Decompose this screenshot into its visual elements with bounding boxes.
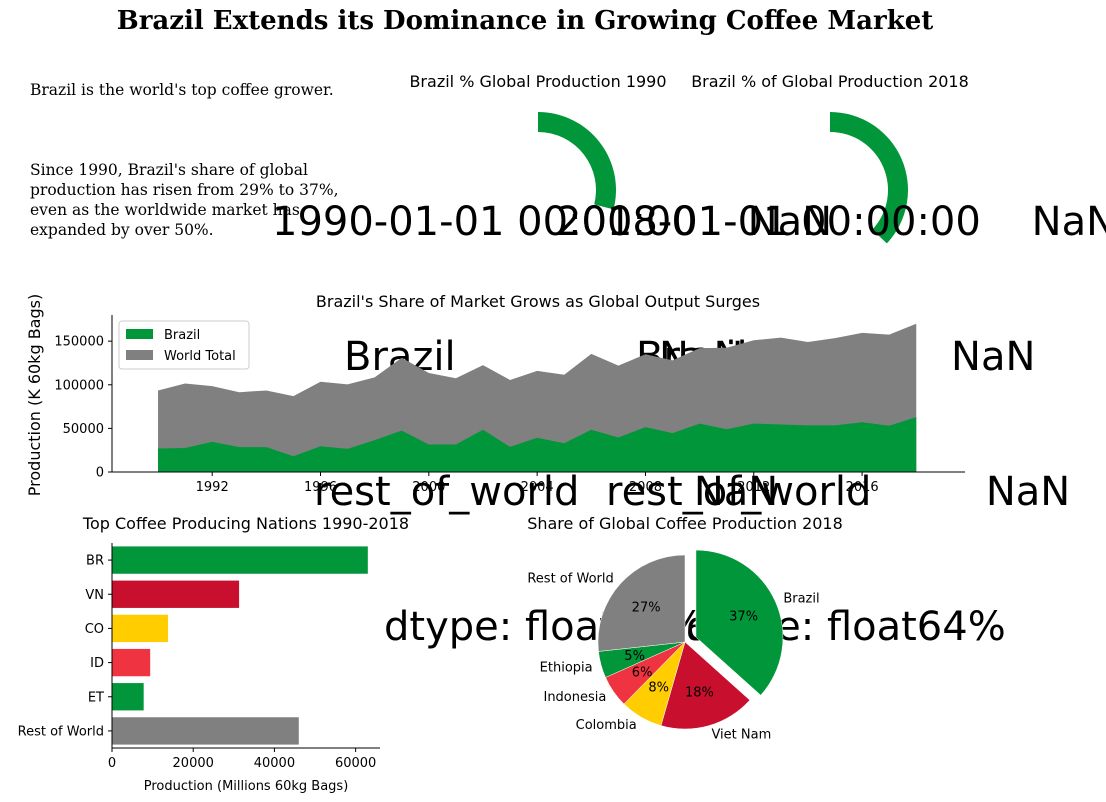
pie-pct-label: 18%	[685, 686, 714, 701]
bar-category-label: Rest of World	[18, 724, 104, 739]
area-legend: Brazil World Total	[118, 320, 250, 370]
intro-line: even as the worldwide market has	[30, 201, 300, 219]
donut-arc-1990	[538, 112, 616, 210]
bar-vn	[112, 580, 240, 608]
bar-x-tick-label: 40000	[254, 756, 295, 771]
pie-pct-label: 27%	[632, 601, 661, 616]
bar-co	[112, 614, 169, 643]
bar-category-label: CO	[85, 622, 104, 637]
bar-category-label: BR	[86, 554, 104, 569]
pie-label: Colombia	[576, 718, 637, 733]
page-title: Brazil Extends its Dominance in Growing …	[116, 6, 934, 36]
bar-id	[112, 648, 151, 677]
legend-swatch	[126, 329, 153, 339]
area-x-tick-label: 1992	[196, 480, 229, 495]
overlay-line: 1990-01-01 00:00:00 NaN	[272, 199, 833, 245]
legend-label: World Total	[164, 349, 236, 364]
pie-label: Viet Nam	[711, 727, 771, 742]
donut-overlay-2018: 2018-01-01 00:00:00 NaN Brazil NaN rest_…	[556, 110, 1106, 695]
pie-pct-label: 6%	[632, 665, 653, 680]
bar-br	[112, 546, 368, 574]
pie-label: Ethiopia	[540, 661, 593, 676]
bar-category-label: ET	[88, 690, 104, 705]
bar-et	[112, 683, 144, 711]
donut-arc-2018	[830, 112, 908, 244]
overlay-line: 2018-01-01 00:00:00 NaN	[556, 199, 1106, 245]
area-x-tick-label: 1996	[304, 480, 337, 495]
area-chart-title: Brazil's Share of Market Grows as Global…	[316, 292, 760, 311]
bar-x-tick-label: 0	[108, 756, 116, 771]
pie-slice-rest-of-world	[597, 554, 686, 652]
pie-slice-viet-nam	[660, 641, 751, 730]
pie-label: Rest of World	[527, 572, 613, 587]
area-x-tick-label: 2008	[629, 480, 662, 495]
intro-line: production has risen from 29% to 37%,	[30, 181, 339, 199]
area-x-tick-label: 2000	[412, 480, 445, 495]
pie-slice-brazil	[695, 549, 784, 696]
donut-title-2018: Brazil % of Global Production 2018	[691, 72, 969, 91]
bar-category-label: ID	[90, 656, 104, 671]
pie-chart-title: Share of Global Coffee Production 2018	[527, 514, 843, 533]
donut-title-1990: Brazil % Global Production 1990	[409, 72, 666, 91]
area-y-tick-label: 0	[96, 466, 104, 481]
bar-chart-xlabel: Production (Millions 60kg Bags)	[144, 779, 349, 794]
bar-x-tick-label: 60000	[335, 756, 376, 771]
intro-paragraph-2: Since 1990, Brazil's share of global pro…	[30, 160, 339, 240]
donut-charts: Brazil % Global Production 1990 Brazil %…	[409, 72, 969, 244]
area-series-brazil	[158, 417, 917, 472]
legend-label: Brazil	[164, 328, 200, 343]
bar-x-tick-label: 20000	[173, 756, 214, 771]
pie-pct-label: 8%	[648, 681, 669, 696]
overlay-line: rest_of_world NaN	[606, 469, 1071, 515]
area-y-tick-label: 150000	[54, 335, 104, 350]
bar-category-label: VN	[85, 588, 104, 603]
pie-label: Indonesia	[543, 690, 606, 705]
area-x-tick-label: 2004	[521, 480, 554, 495]
pie-pct-label: 37%	[729, 609, 758, 624]
area-x-tick-label: 2012	[737, 480, 770, 495]
bar-chart-title: Top Coffee Producing Nations 1990-2018	[82, 514, 409, 533]
intro-line: expanded by over 50%.	[30, 221, 214, 239]
overlay-line: rest_of_world NaN	[314, 469, 779, 515]
bar-chart: Top Coffee Producing Nations 1990-2018 P…	[18, 514, 409, 794]
area-chart: Brazil's Share of Market Grows as Global…	[25, 292, 965, 496]
pie-pct-label: 5%	[624, 649, 645, 664]
intro-line: Since 1990, Brazil's share of global	[30, 161, 308, 179]
intro-paragraph-1: Brazil is the world's top coffee grower.	[30, 81, 334, 99]
area-chart-ylabel: Production (K 60kg Bags)	[25, 294, 44, 496]
area-y-tick-label: 50000	[63, 422, 104, 437]
bar-rest-of-world	[112, 717, 299, 745]
area-x-tick-label: 2016	[846, 480, 879, 495]
legend-swatch	[126, 350, 153, 360]
pie-label: Brazil	[783, 592, 819, 607]
area-y-tick-label: 100000	[54, 378, 104, 393]
pie-chart: Share of Global Coffee Production 2018 3…	[527, 514, 843, 742]
